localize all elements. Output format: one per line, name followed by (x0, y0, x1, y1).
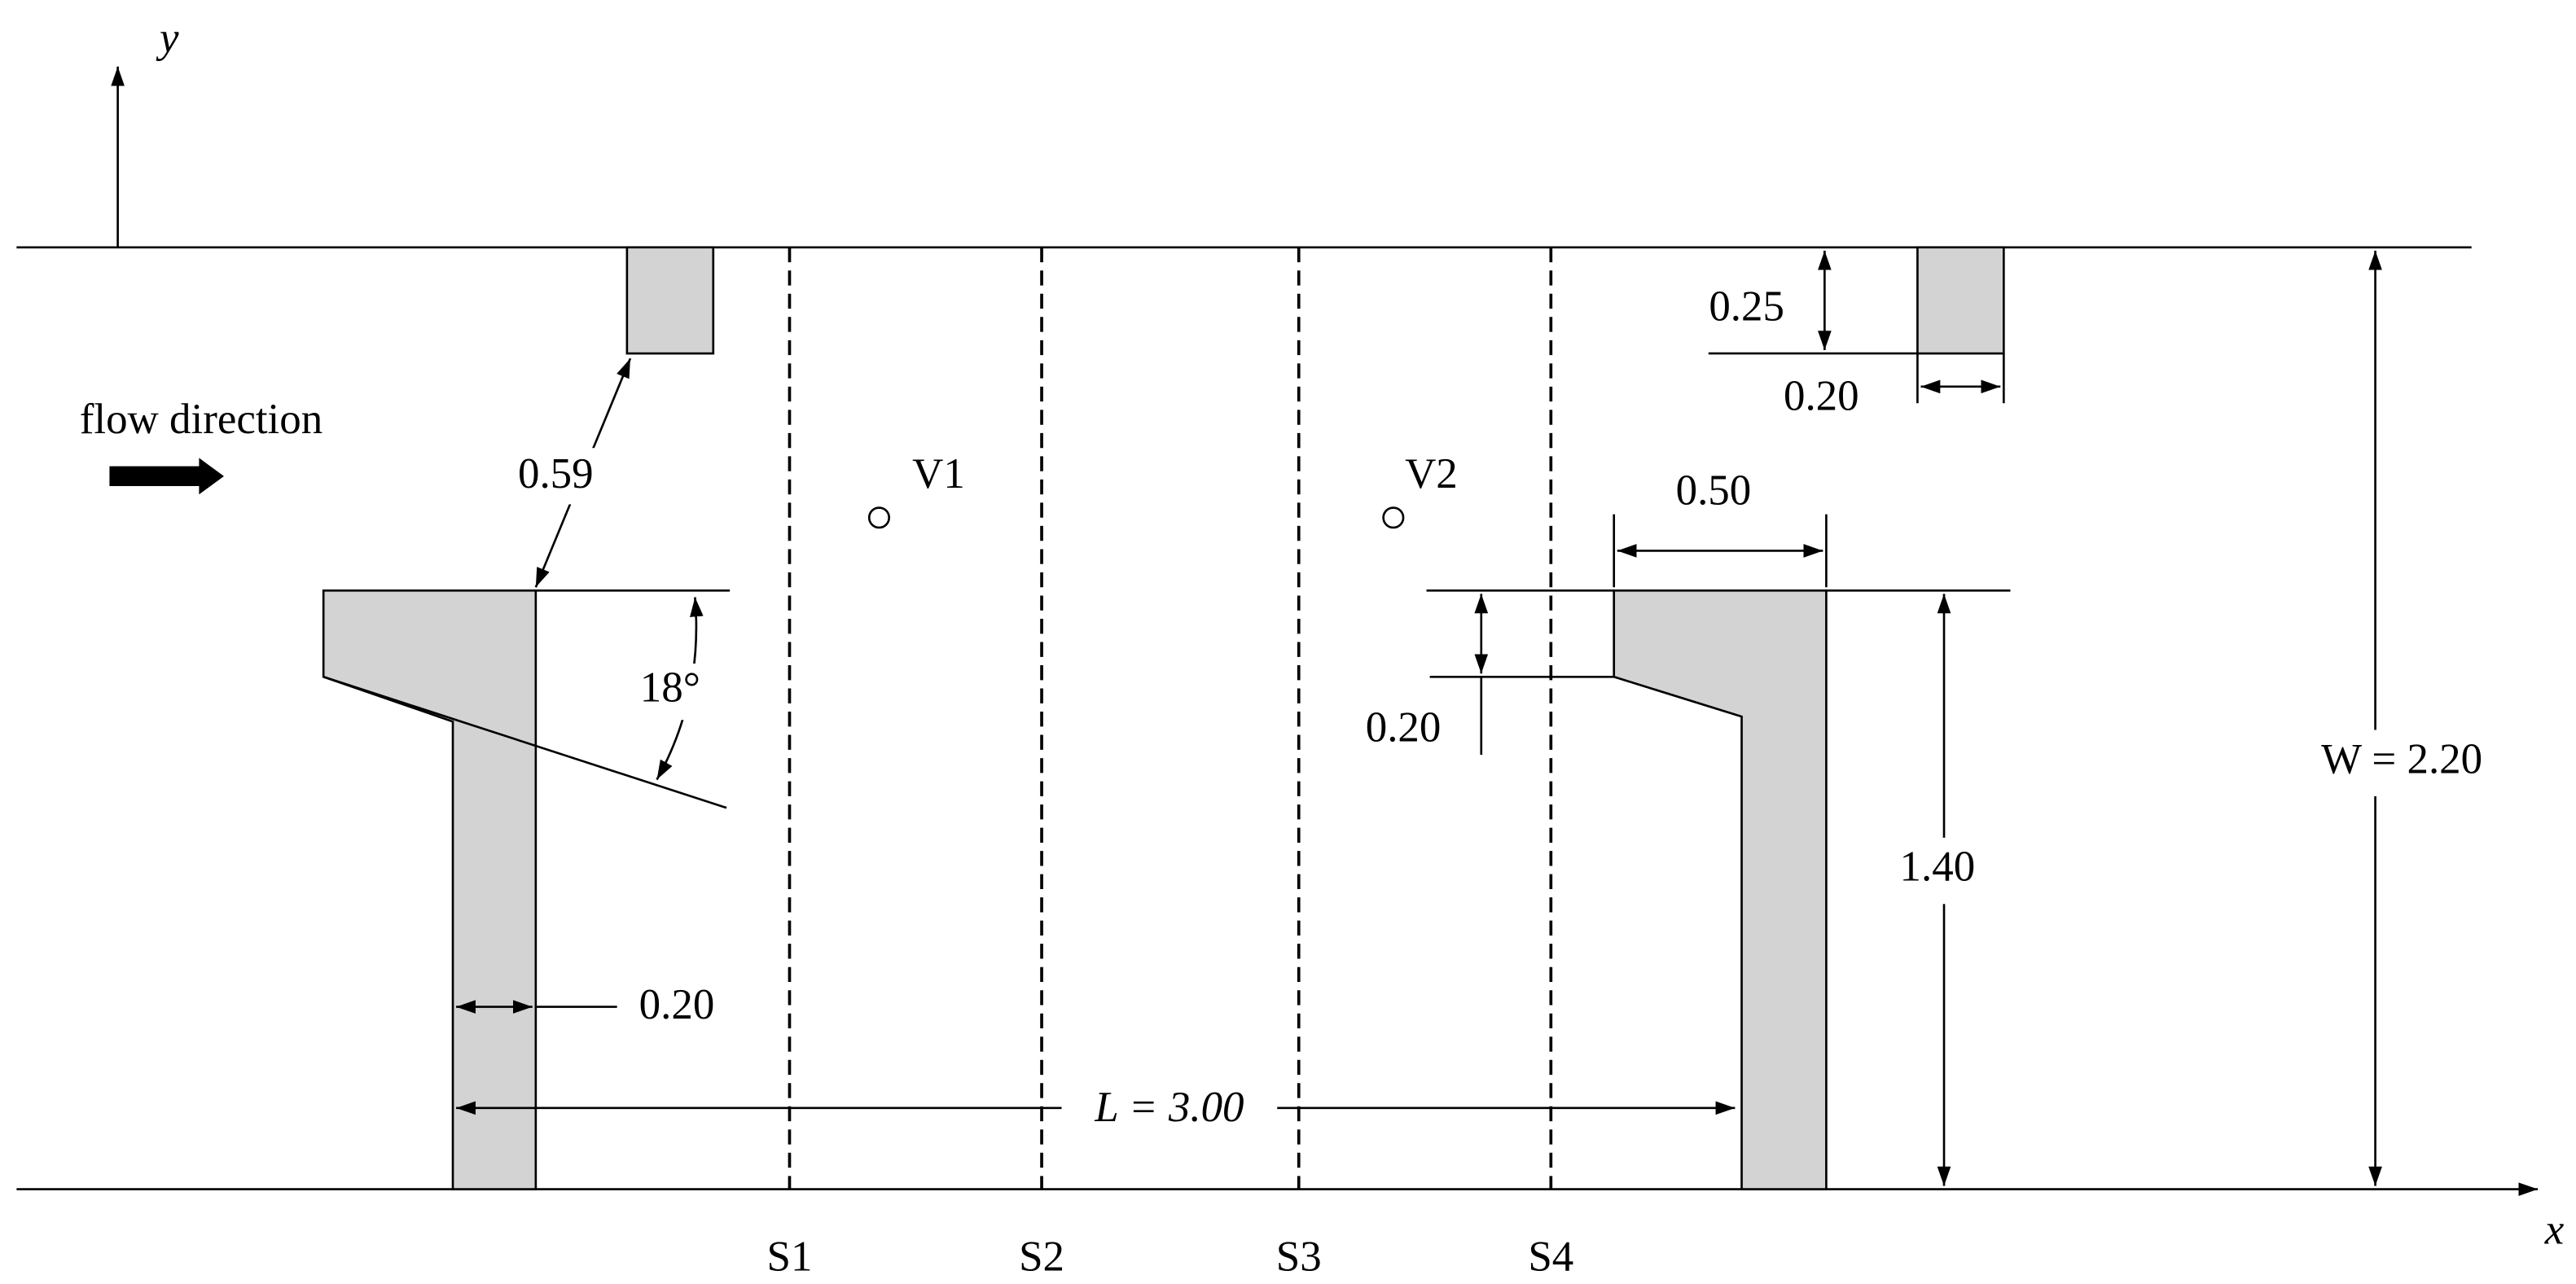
label-bg (626, 663, 713, 721)
dimension-label: 0.50 (1676, 467, 1752, 514)
extension-line (323, 676, 727, 809)
dimension-label: 0.59 (518, 450, 594, 497)
section-label: S2 (1019, 1233, 1064, 1280)
dimension-label: 1.40 (1900, 844, 1976, 891)
dimension-label: 0.20 (1784, 372, 1859, 419)
dimension-label: 0.20 (1366, 704, 1442, 752)
flow-arrow (109, 458, 224, 495)
spur (1916, 246, 2005, 355)
label-bg (498, 448, 614, 505)
y-axis-label: y (156, 14, 179, 61)
label-bg (1882, 837, 1999, 905)
spur (625, 246, 715, 355)
probe (1382, 506, 1405, 529)
label-bg (2306, 730, 2502, 796)
section-label: S1 (767, 1233, 813, 1280)
flow-label: flow direction (80, 396, 323, 443)
section-label: S3 (1276, 1233, 1322, 1280)
x-axis-label: x (2544, 1207, 2565, 1254)
probe-label: V1 (912, 450, 965, 497)
probe (867, 506, 890, 529)
dimension-label: 0.25 (1709, 283, 1784, 330)
groyne (322, 589, 538, 1190)
dimension-label: L = 3.00 (1094, 1084, 1244, 1131)
probe-label: V2 (1405, 450, 1458, 497)
dimension-label: W = 2.20 (2321, 735, 2482, 782)
section-label: S4 (1528, 1233, 1573, 1280)
dimension-label: 0.20 (639, 981, 715, 1028)
dimension-label: 18° (640, 664, 700, 712)
groyne (1613, 589, 1828, 1190)
